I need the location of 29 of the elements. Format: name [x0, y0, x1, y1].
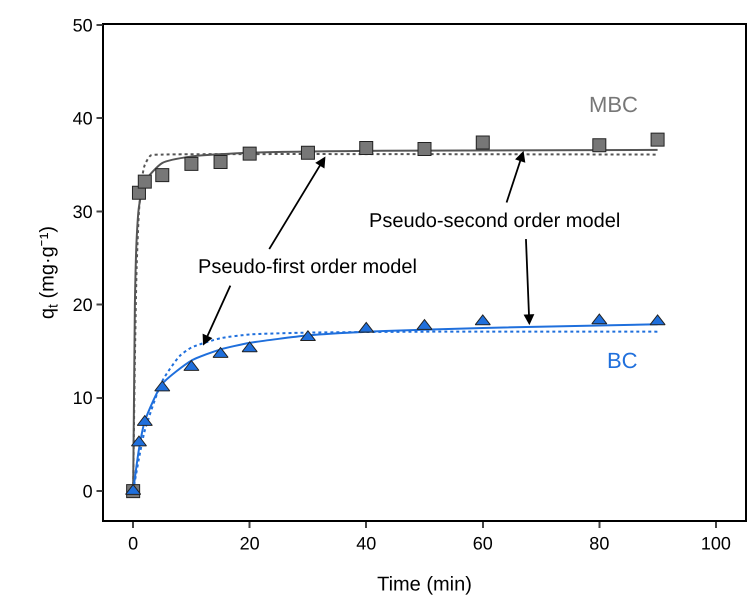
point	[476, 135, 490, 150]
point	[650, 132, 665, 147]
x-axis-title: Time (min)	[377, 574, 472, 596]
series-label: BC	[607, 348, 638, 373]
point	[155, 168, 170, 182]
x-tick-label: 0	[128, 533, 138, 554]
point	[242, 146, 257, 161]
series-label: MBC	[589, 92, 638, 117]
y-tick-label: 50	[72, 15, 93, 36]
point	[359, 141, 374, 156]
point	[418, 142, 432, 156]
annotation: Pseudo-first order model	[198, 256, 417, 278]
y-tick-label: 40	[72, 108, 93, 129]
y-tick-label: 10	[72, 388, 93, 408]
point	[184, 156, 198, 171]
y-tick-label: 30	[72, 202, 93, 222]
x-tick-label: 20	[240, 533, 260, 554]
x-tick-label: 60	[472, 533, 493, 554]
point	[138, 174, 152, 189]
x-tick-label: 100	[700, 533, 731, 554]
y-tick-label: 0	[82, 481, 93, 502]
x-tick-label: 80	[589, 533, 610, 554]
annotation: Pseudo-second order model	[369, 210, 620, 232]
point	[132, 186, 146, 200]
point	[592, 138, 606, 152]
y-tick-label: 20	[72, 294, 93, 315]
x-tick-label: 40	[356, 533, 376, 554]
point	[300, 146, 315, 160]
point	[214, 155, 228, 170]
